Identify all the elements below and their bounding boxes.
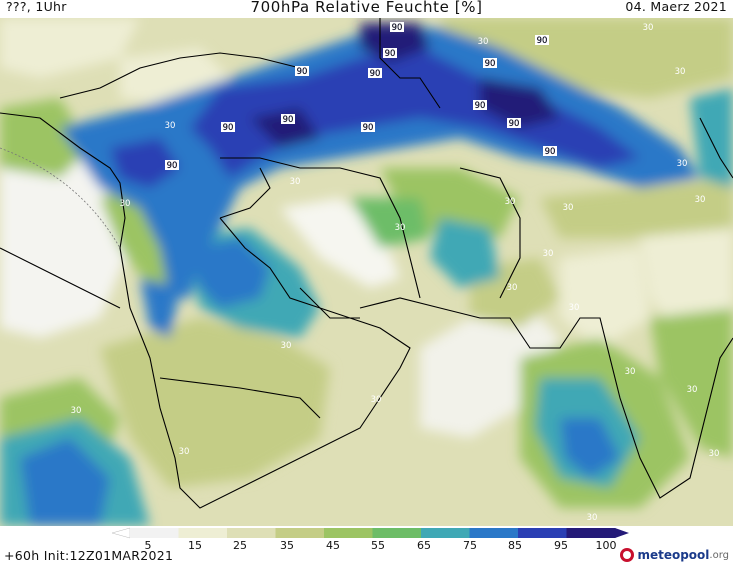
colorbar [111, 527, 629, 539]
meteopool-logo-icon [620, 548, 635, 562]
contour-label: 30 [563, 203, 574, 213]
contour-label: 90 [370, 69, 381, 79]
contour-label: 30 [695, 195, 706, 205]
contour-label: 90 [385, 49, 396, 59]
coastlines [0, 18, 733, 509]
contour-label: 90 [167, 161, 178, 171]
colorbar-tick-label: 15 [188, 539, 202, 550]
contour-label: 30 [165, 121, 176, 131]
humidity-map: 90 90 90 90 90 90 90 90 90 90 90 90 30 30 30 30 30 30 30 30… [0, 18, 733, 526]
graticule-line [0, 147, 121, 249]
colorbar-tick-label: 85 [508, 539, 522, 550]
colorbar-tick-label: 25 [233, 539, 247, 550]
contour-label: 30 [569, 303, 580, 313]
valid-time-label: ???, 1Uhr [6, 0, 67, 14]
contour-label: 30 [281, 341, 292, 351]
colorbar-tick-label: 100 [596, 539, 617, 550]
contour-label-box [543, 146, 557, 156]
logo-text: meteopool [637, 548, 710, 562]
humidity-layers [0, 18, 733, 526]
contour-label-box [221, 122, 235, 132]
contour-label: 90 [475, 101, 486, 111]
colorbar-tick-label: 35 [280, 539, 294, 550]
init-time-label: +60h Init:12Z01MAR2021 [4, 548, 174, 563]
contour-label: 30 [507, 283, 518, 293]
contour-label: 90 [537, 36, 548, 46]
map-title: 700hPa Relative Feuchte [%] [250, 0, 483, 16]
header-bar: ???, 1Uhr 700hPa Relative Feuchte [%] 04… [0, 0, 733, 16]
contour-label: 30 [71, 406, 82, 416]
contour-label: 30 [587, 513, 598, 523]
contour-label-box [383, 48, 397, 58]
colorbar-min-arrow [111, 527, 131, 539]
contour-labels: 90 90 90 90 90 90 90 90 90 90 90 90 30 30 30 30 30 30 30 30… [71, 22, 720, 523]
colorbar-segment [372, 528, 422, 538]
contour-label: 30 [643, 23, 654, 33]
colorbar-tick-label: 95 [554, 539, 568, 550]
colorbar-tick-label: 55 [371, 539, 385, 550]
contour-label: 90 [545, 147, 556, 157]
contour-label: 90 [283, 115, 294, 125]
map-date: 04. Maerz 2021 [625, 0, 727, 14]
colorbar-tick-label: 75 [463, 539, 477, 550]
contour-label: 90 [223, 123, 234, 133]
colorbar-ticks: 5 15 25 35 45 55 65 75 85 95 100 [145, 539, 617, 550]
contour-label: 30 [677, 159, 688, 169]
colorbar-segment [518, 528, 567, 538]
contour-label: 90 [297, 67, 308, 77]
contour-label-box [295, 66, 309, 76]
colorbar-segment [324, 528, 373, 538]
contour-label: 30 [543, 249, 554, 259]
contour-label: 30 [120, 199, 131, 209]
contour-label: 90 [509, 119, 520, 129]
contour-label: 30 [179, 447, 190, 457]
contour-label-box [368, 68, 382, 78]
contour-label: 30 [505, 197, 516, 207]
meteopool-logo: meteopool .org [620, 545, 729, 565]
colorbar-tick-label: 5 [145, 539, 152, 550]
contour-label: 90 [485, 59, 496, 69]
logo-suffix: .org [709, 549, 729, 561]
contour-label-box [483, 58, 497, 68]
contour-label: 30 [709, 449, 720, 459]
colorbar-max-arrow [615, 528, 629, 538]
contour-label: 30 [371, 395, 382, 405]
colorbar-segment [178, 528, 228, 538]
colorbar-segment [130, 528, 179, 538]
colorbar-tick-label: 65 [417, 539, 431, 550]
contour-label: 30 [687, 385, 698, 395]
contour-label: 30 [625, 367, 636, 377]
colorbar-segment [227, 528, 276, 538]
contour-label-box [361, 122, 375, 132]
contour-label: 30 [478, 37, 489, 47]
contour-label: 30 [395, 223, 406, 233]
contour-label-box [535, 35, 549, 45]
contour-label: 90 [392, 23, 403, 33]
contour-label: 90 [363, 123, 374, 133]
contour-label: 30 [675, 67, 686, 77]
contour-label-box [390, 22, 404, 32]
colorbar-tick-label: 45 [326, 539, 340, 550]
contour-label-box [281, 114, 295, 124]
colorbar-segment [421, 528, 470, 538]
colorbar-segment [566, 528, 616, 538]
humidity-field: 90 90 90 90 90 90 90 90 90 90 90 90 30 30 30 30 30 30 30 30… [0, 18, 733, 526]
colorbar-segment [469, 528, 519, 538]
contour-label: 30 [290, 177, 301, 187]
contour-label-box [507, 118, 521, 128]
colorbar-segment [275, 528, 325, 538]
contour-label-box [473, 100, 487, 110]
contour-label-box [165, 160, 179, 170]
